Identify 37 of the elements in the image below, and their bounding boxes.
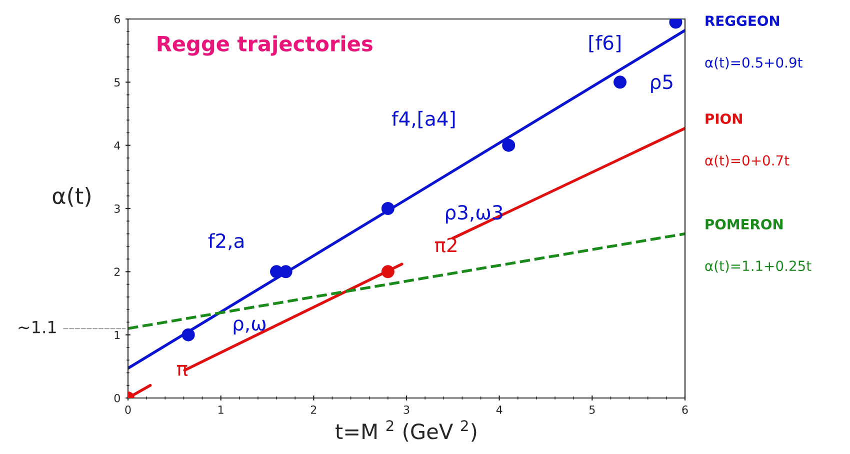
annotation: f2,a [208, 233, 244, 250]
y-tick-label: 3 [114, 204, 120, 213]
y-tick-label: 0 [114, 394, 120, 402]
point [614, 76, 627, 89]
annotation: f4,[a4] [392, 110, 455, 128]
x-tick-label: 5 [589, 406, 595, 414]
x-tick-label: 6 [682, 405, 688, 414]
text: α(t)=0.5+0.9t [705, 57, 802, 70]
x-tick-label: 0 [125, 405, 131, 414]
y-tick-label: 6 [114, 14, 120, 24]
y-tick-label: 5 [114, 78, 120, 87]
annotation: ρ3,ω3 [446, 204, 502, 224]
x-axis-title: t=M $^{2}$ (GeV $^{2}$) [335, 420, 476, 442]
x-tick-label: 1 [218, 406, 224, 414]
point [381, 202, 394, 216]
point [279, 265, 292, 278]
annotation: [f6] [589, 34, 620, 52]
annotation: ρ,ω [234, 320, 266, 335]
series-label: REGGEON [706, 16, 780, 26]
y-axis-title: α(t) [52, 187, 90, 207]
annotation: ρ5 [651, 74, 672, 93]
y-tick-label: 4 [114, 141, 120, 150]
x-tick-label: 3 [404, 405, 410, 414]
x-tick-label: 2 [310, 405, 316, 414]
text: α(t)=0+0.7t [705, 154, 790, 168]
series-label: PION [706, 113, 742, 124]
point [182, 328, 195, 342]
x-tick-label: 4 [496, 406, 502, 414]
series-label: POMERON [706, 218, 783, 230]
point [381, 265, 394, 278]
text: α(t)=1.1+0.25t [705, 260, 812, 273]
text: Regge trajectories [158, 35, 372, 56]
annotation: π2 [434, 238, 456, 252]
annotation: ~1.1 [18, 320, 56, 334]
point [502, 138, 516, 152]
y-tick-label: 2 [114, 268, 120, 276]
y-tick-label: 1 [114, 330, 120, 340]
